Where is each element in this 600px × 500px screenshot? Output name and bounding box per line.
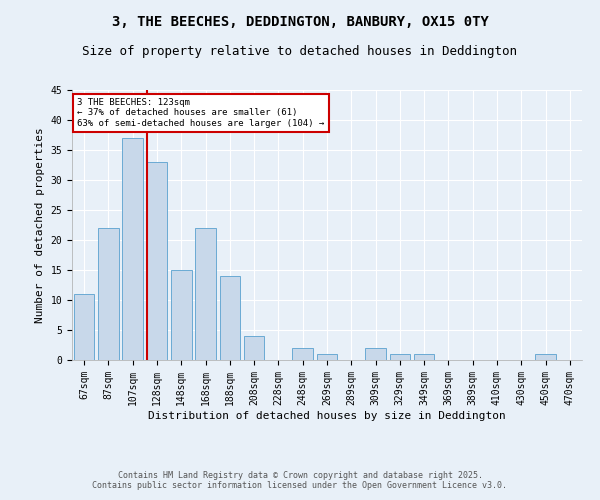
- Text: 3, THE BEECHES, DEDDINGTON, BANBURY, OX15 0TY: 3, THE BEECHES, DEDDINGTON, BANBURY, OX1…: [112, 15, 488, 29]
- Text: Size of property relative to detached houses in Deddington: Size of property relative to detached ho…: [83, 45, 517, 58]
- X-axis label: Distribution of detached houses by size in Deddington: Distribution of detached houses by size …: [148, 410, 506, 420]
- Bar: [122, 138, 143, 360]
- Bar: [195, 228, 216, 360]
- Bar: [220, 276, 240, 360]
- Bar: [389, 354, 410, 360]
- Y-axis label: Number of detached properties: Number of detached properties: [35, 127, 45, 323]
- Text: 3 THE BEECHES: 123sqm
← 37% of detached houses are smaller (61)
63% of semi-deta: 3 THE BEECHES: 123sqm ← 37% of detached …: [77, 98, 325, 128]
- Bar: [292, 348, 313, 360]
- Bar: [317, 354, 337, 360]
- Bar: [244, 336, 265, 360]
- Bar: [414, 354, 434, 360]
- Bar: [365, 348, 386, 360]
- Bar: [74, 294, 94, 360]
- Bar: [146, 162, 167, 360]
- Bar: [171, 270, 191, 360]
- Bar: [535, 354, 556, 360]
- Bar: [98, 228, 119, 360]
- Text: Contains HM Land Registry data © Crown copyright and database right 2025.
Contai: Contains HM Land Registry data © Crown c…: [92, 470, 508, 490]
